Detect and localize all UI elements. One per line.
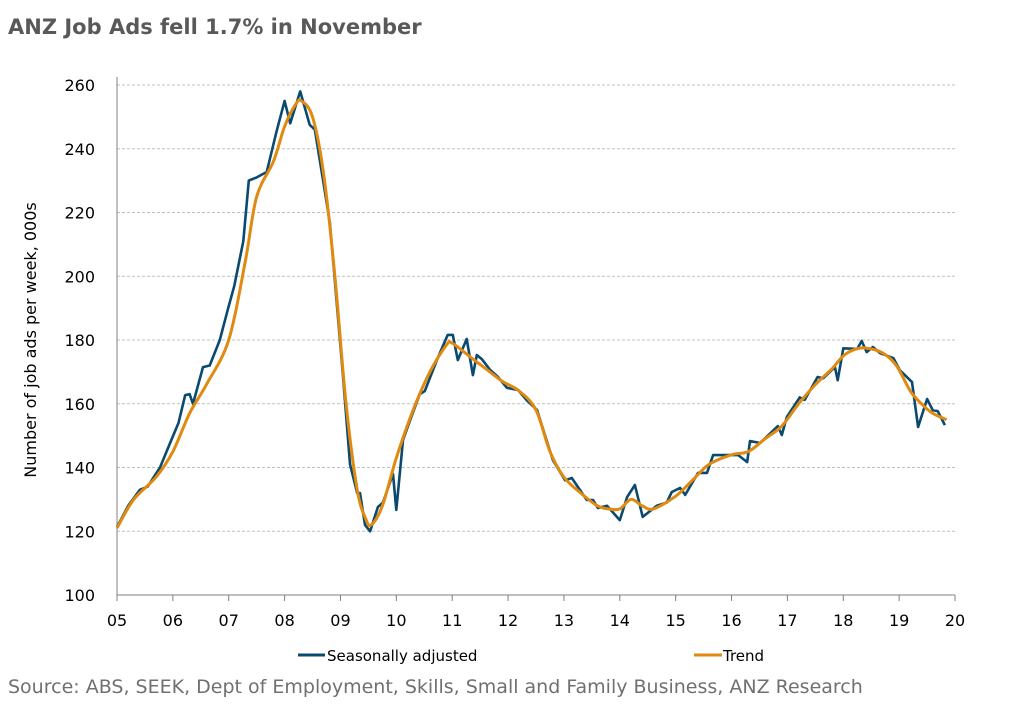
y-tick-label: 140	[64, 459, 95, 478]
x-tick-label: 19	[889, 611, 909, 630]
y-tick-label: 200	[64, 267, 95, 286]
x-tick-label: 16	[721, 611, 741, 630]
x-tick-label: 07	[219, 611, 239, 630]
x-tick-labels: 05 06 07 08 09 10 11 12 13 14 15 16 17 18 19 20	[107, 611, 965, 630]
x-tick-label: 10	[386, 611, 406, 630]
x-tick-label: 17	[777, 611, 797, 630]
series-line-seasonally-adjusted	[115, 90, 947, 533]
series-lines	[115, 90, 948, 533]
chart-title: ANZ Job Ads fell 1.7% in November	[8, 15, 422, 39]
x-tick-label: 08	[274, 611, 294, 630]
x-tick-label: 13	[554, 611, 574, 630]
y-axis-label: Number of job ads per week, 000s	[21, 202, 40, 477]
legend-label-seasonally-adjusted: Seasonally adjusted	[327, 647, 477, 665]
y-tick-labels: 100 120 140 160 180 200 220 240 260	[64, 76, 95, 605]
x-tick-label: 18	[833, 611, 853, 630]
series-line-trend	[115, 98, 948, 529]
source-note: Source: ABS, SEEK, Dept of Employment, S…	[8, 676, 863, 698]
legend: Seasonally adjusted Trend	[298, 647, 764, 665]
y-tick-label: 120	[64, 522, 95, 541]
x-tick-label: 14	[610, 611, 630, 630]
x-tick-label: 05	[107, 611, 127, 630]
x-tick-label: 11	[442, 611, 462, 630]
x-tick-label: 09	[330, 611, 350, 630]
legend-label-trend: Trend	[722, 647, 764, 665]
x-tick-label: 12	[498, 611, 518, 630]
axes	[116, 77, 956, 601]
y-tick-label: 160	[64, 395, 95, 414]
y-tick-label: 240	[64, 140, 95, 159]
y-tick-label: 260	[64, 76, 95, 95]
gridlines	[117, 84, 955, 532]
x-tick-label: 06	[163, 611, 183, 630]
y-tick-label: 100	[64, 586, 95, 605]
x-tick-label: 15	[665, 611, 685, 630]
x-tick-label: 20	[945, 611, 965, 630]
y-tick-label: 180	[64, 331, 95, 350]
y-tick-label: 220	[64, 204, 95, 223]
